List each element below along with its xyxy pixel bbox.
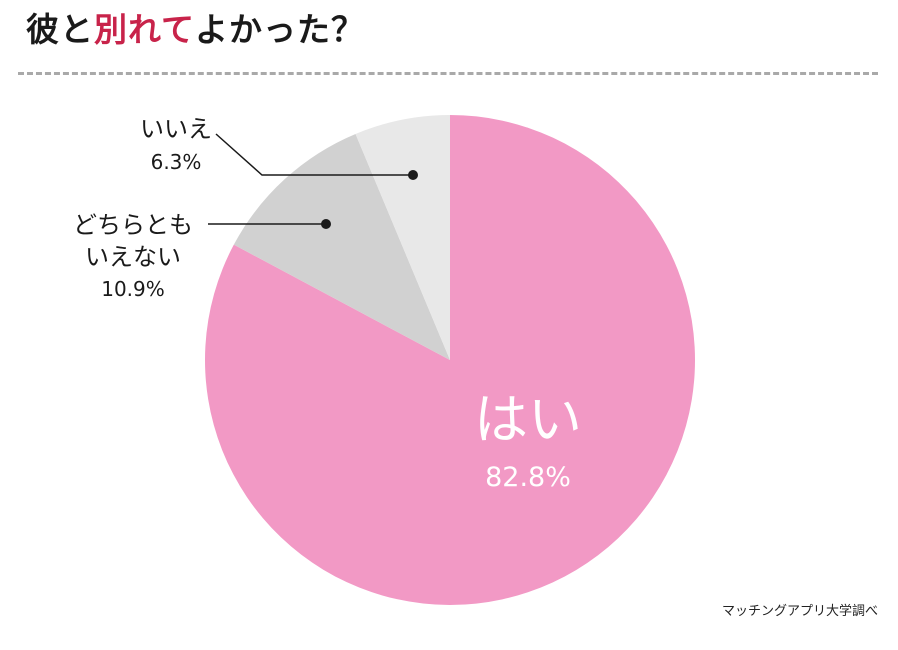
title-accent: 別れて (94, 10, 196, 49)
title-part-2: よかった？ (195, 10, 366, 49)
pie-slice-group (205, 115, 696, 606)
label-neither-category-line1: どちらとも (73, 211, 193, 239)
callout-leader-lines (208, 133, 418, 229)
leader-line-no (215, 133, 413, 176)
slice-labels: いいえ 6.3% どちらとも いえない 10.9% はい 82.8% (73, 115, 582, 493)
pie-slice-yes (205, 115, 696, 606)
label-no-category: いいえ (140, 115, 212, 143)
label-yes-value: 82.8% (485, 462, 571, 493)
pie-slice-no (355, 115, 450, 360)
title-part-1: 彼と (26, 10, 94, 49)
label-neither-category-line2: いえない (85, 243, 181, 271)
leader-dot-neither (321, 219, 331, 229)
leader-dot-no (408, 170, 418, 180)
chart-title: 彼と別れてよかった？ (26, 8, 365, 52)
label-yes-category: はい (474, 388, 582, 451)
source-note: マッチングアプリ大学調べ (721, 604, 878, 619)
label-no-value: 6.3% (151, 150, 202, 174)
pie-slice-neither (233, 133, 450, 360)
label-neither-value: 10.9% (101, 277, 165, 301)
dashed-divider (18, 72, 878, 75)
